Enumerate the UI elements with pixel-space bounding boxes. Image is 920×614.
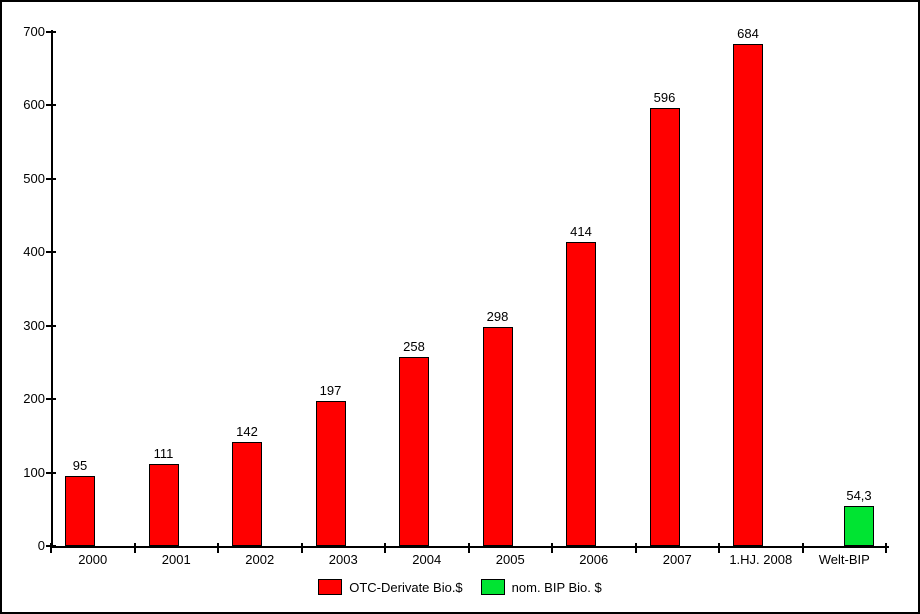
x-axis-label: 2005 (495, 552, 525, 567)
x-axis-tick (634, 543, 637, 553)
y-axis-tick (46, 31, 56, 33)
y-axis-tick (46, 324, 56, 327)
x-axis-label: 2007 (662, 552, 692, 567)
legend-swatch-red-icon (318, 579, 343, 595)
x-axis-label: 2004 (412, 552, 442, 567)
x-axis-label: 2006 (579, 552, 609, 567)
x-axis-tick (467, 543, 470, 553)
y-axis-tick (46, 398, 56, 401)
otc-derivate-bar (482, 327, 513, 546)
bar-value-label: 596 (653, 90, 676, 106)
y-axis-tick (46, 471, 56, 474)
y-axis-label: 600 (23, 97, 45, 113)
x-axis-label: 2002 (245, 552, 275, 567)
bar-value-label: 142 (236, 423, 258, 439)
x-axis-tick (885, 543, 887, 553)
y-axis-label: 100 (23, 464, 45, 480)
otc-derivate-bar (399, 356, 429, 546)
y-axis-label: 700 (23, 24, 45, 39)
otc-derivate-bar (148, 464, 179, 546)
x-axis-tick (551, 543, 553, 553)
legend-swatch-green-icon (480, 579, 505, 595)
bar-value-label: 111 (153, 446, 174, 462)
legend-label-nom-bip: nom. BIP Bio. $ (511, 579, 602, 595)
x-axis-tick (300, 543, 303, 553)
x-axis-label: 2000 (78, 552, 108, 567)
x-axis-tick (50, 543, 52, 553)
bar-value-label: 197 (319, 383, 342, 399)
otc-derivate-bar (566, 242, 596, 546)
x-axis-tick (384, 543, 386, 553)
otc-derivate-bar (649, 108, 680, 546)
y-axis-tick (46, 177, 56, 180)
y-axis-label: 400 (23, 244, 45, 260)
x-axis-tick (718, 543, 720, 553)
bar-value-label: 95 (72, 458, 88, 474)
y-axis-label: 0 (37, 538, 45, 553)
otc-derivate-bar (733, 43, 763, 546)
x-axis-label: 2001 (161, 552, 191, 567)
y-axis-tick (46, 104, 56, 107)
x-axis-tick (133, 543, 136, 553)
otc-derivate-bar (315, 401, 346, 546)
bar-value-label: 414 (570, 224, 592, 239)
legend-label-otc-derivate: OTC-Derivate Bio.$ (349, 579, 463, 595)
y-axis-line (51, 30, 53, 548)
y-axis-label: 500 (23, 170, 45, 186)
otc-derivate-bar (65, 476, 95, 546)
x-axis-line (51, 546, 889, 548)
y-axis-label: 300 (23, 317, 45, 333)
bar-value-label: 298 (486, 309, 509, 325)
x-axis-label: 1.HJ. 2008 (729, 552, 793, 567)
legend: OTC-Derivate Bio.$ nom. BIP Bio. $ (2, 579, 918, 595)
legend-item-nom-bip: nom. BIP Bio. $ (480, 579, 602, 595)
bar-value-label: 258 (403, 338, 425, 354)
bar-value-label: 684 (737, 25, 759, 41)
x-axis-label: 2003 (328, 552, 358, 567)
y-axis-tick (46, 251, 56, 254)
bar-value-label: 54,3 (846, 488, 872, 504)
x-axis-label: Welt-BIP (818, 552, 870, 567)
x-axis-tick (217, 543, 219, 553)
welt-bip-bar (844, 506, 874, 546)
x-axis-tick (801, 543, 804, 553)
otc-derivate-bar (232, 441, 262, 546)
legend-item-otc-derivate: OTC-Derivate Bio.$ (318, 579, 463, 595)
y-axis-label: 200 (23, 391, 45, 407)
